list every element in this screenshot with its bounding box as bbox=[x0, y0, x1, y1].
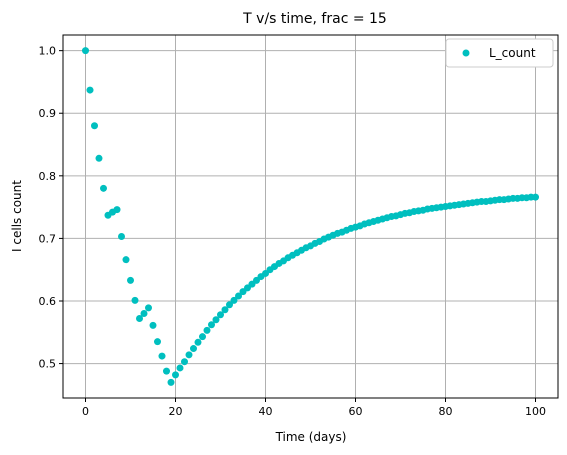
data-point bbox=[86, 86, 94, 94]
data-point bbox=[149, 321, 157, 329]
data-point bbox=[199, 333, 206, 341]
data-point bbox=[194, 338, 202, 346]
data-point bbox=[208, 321, 215, 329]
data-points bbox=[82, 47, 539, 386]
data-point bbox=[127, 276, 134, 284]
y-tick-label: 1.0 bbox=[39, 45, 57, 58]
data-point bbox=[217, 311, 224, 319]
x-tick-label: 20 bbox=[169, 405, 183, 418]
data-point bbox=[221, 306, 229, 314]
data-point bbox=[181, 358, 188, 366]
data-point bbox=[172, 371, 179, 379]
data-point bbox=[167, 378, 175, 386]
data-point bbox=[131, 296, 139, 304]
y-tick-label: 0.7 bbox=[39, 232, 57, 245]
data-point bbox=[185, 351, 193, 359]
chart-title: T v/s time, frac = 15 bbox=[242, 11, 387, 27]
x-tick-label: 0 bbox=[82, 405, 89, 418]
legend-marker bbox=[462, 49, 470, 57]
data-point bbox=[140, 310, 148, 318]
data-point bbox=[226, 301, 233, 309]
legend-box bbox=[445, 38, 554, 68]
x-axis-label: Time (days) bbox=[275, 430, 347, 444]
data-point bbox=[203, 326, 211, 334]
y-axis-label: I cells count bbox=[10, 180, 24, 252]
y-tick-label: 0.5 bbox=[39, 358, 57, 371]
x-axis-ticks: 0 20 40 60 80 100 bbox=[82, 398, 546, 418]
data-point bbox=[532, 193, 539, 201]
x-tick-label: 40 bbox=[259, 405, 273, 418]
data-point bbox=[122, 256, 130, 264]
plot-area bbox=[63, 35, 558, 398]
y-tick-label: 0.8 bbox=[39, 170, 57, 183]
legend: L_count bbox=[445, 38, 554, 68]
data-point bbox=[154, 338, 161, 346]
x-tick-label: 60 bbox=[349, 405, 363, 418]
data-point bbox=[145, 304, 152, 312]
plot-frame bbox=[62, 34, 559, 399]
data-point bbox=[235, 292, 242, 300]
data-point bbox=[100, 184, 107, 192]
data-point bbox=[158, 352, 166, 360]
y-tick-label: 0.9 bbox=[39, 107, 57, 120]
data-point bbox=[230, 296, 238, 304]
data-point bbox=[91, 122, 98, 130]
data-point bbox=[82, 47, 89, 55]
data-point bbox=[163, 367, 170, 375]
grid-layer bbox=[63, 35, 558, 398]
x-tick-label: 80 bbox=[439, 405, 453, 418]
legend-label: L_count bbox=[489, 46, 536, 60]
x-tick-label: 100 bbox=[525, 405, 546, 418]
data-point bbox=[113, 206, 121, 214]
data-point bbox=[118, 233, 125, 241]
data-point bbox=[136, 315, 143, 323]
data-point bbox=[95, 154, 103, 162]
data-point bbox=[190, 345, 197, 353]
y-axis-ticks: 0.5 0.6 0.7 0.8 0.9 1.0 bbox=[39, 45, 63, 371]
data-point bbox=[176, 364, 184, 372]
y-tick-label: 0.6 bbox=[39, 295, 57, 308]
data-point bbox=[212, 316, 220, 324]
